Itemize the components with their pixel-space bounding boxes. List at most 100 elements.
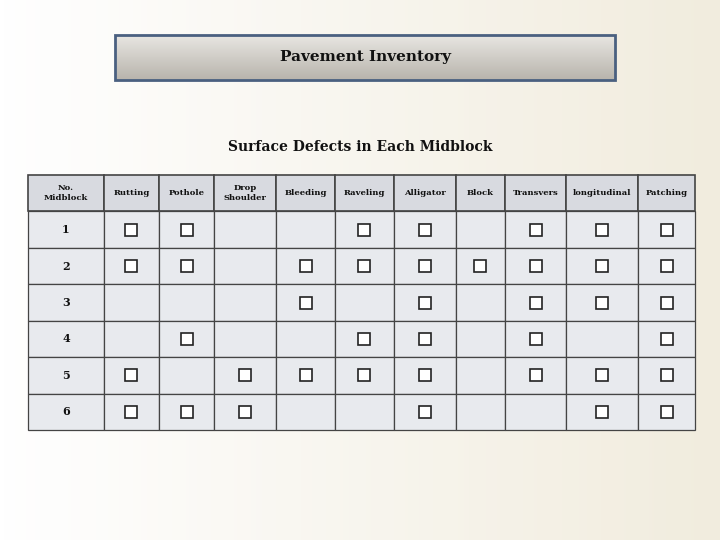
Bar bbox=[104, 212, 159, 248]
Bar bbox=[159, 212, 215, 248]
Text: Bleeding: Bleeding bbox=[284, 189, 327, 197]
Bar bbox=[566, 212, 639, 248]
Bar bbox=[639, 175, 695, 212]
Bar bbox=[159, 284, 215, 321]
Bar bbox=[661, 224, 672, 235]
Bar bbox=[456, 357, 505, 394]
Text: 4: 4 bbox=[62, 333, 70, 345]
Text: 1: 1 bbox=[62, 224, 70, 235]
Bar bbox=[28, 284, 104, 321]
Bar bbox=[661, 260, 672, 272]
Bar bbox=[28, 175, 104, 212]
Bar bbox=[418, 369, 431, 381]
Bar bbox=[159, 175, 215, 212]
Bar bbox=[456, 248, 505, 284]
Bar bbox=[639, 357, 695, 394]
Text: 5: 5 bbox=[62, 370, 70, 381]
Bar bbox=[505, 284, 566, 321]
Bar bbox=[530, 369, 541, 381]
Bar bbox=[661, 406, 672, 418]
Bar bbox=[394, 394, 456, 430]
Bar bbox=[596, 406, 608, 418]
Bar bbox=[566, 284, 639, 321]
Bar bbox=[300, 260, 312, 272]
Bar bbox=[215, 284, 276, 321]
Bar bbox=[28, 248, 104, 284]
Bar bbox=[181, 406, 193, 418]
Bar bbox=[276, 321, 335, 357]
Bar bbox=[104, 175, 159, 212]
Bar bbox=[566, 321, 639, 357]
Text: Surface Defects in Each Midblock: Surface Defects in Each Midblock bbox=[228, 140, 492, 154]
Bar bbox=[359, 333, 370, 345]
Bar bbox=[661, 333, 672, 345]
Bar bbox=[181, 260, 193, 272]
Bar bbox=[159, 357, 215, 394]
Bar bbox=[359, 224, 370, 235]
Bar bbox=[566, 394, 639, 430]
Text: longitudinal: longitudinal bbox=[573, 189, 631, 197]
Bar bbox=[215, 357, 276, 394]
Bar bbox=[125, 369, 138, 381]
Bar bbox=[596, 296, 608, 308]
Text: Alligator: Alligator bbox=[404, 189, 446, 197]
Bar bbox=[300, 369, 312, 381]
Bar bbox=[28, 357, 104, 394]
Bar bbox=[418, 224, 431, 235]
Bar bbox=[661, 369, 672, 381]
Bar bbox=[115, 35, 615, 80]
Bar bbox=[456, 321, 505, 357]
Bar bbox=[474, 260, 487, 272]
Text: Drop
Shoulder: Drop Shoulder bbox=[224, 184, 266, 202]
Bar bbox=[335, 394, 394, 430]
Bar bbox=[505, 175, 566, 212]
Bar bbox=[418, 406, 431, 418]
Bar bbox=[104, 394, 159, 430]
Bar bbox=[215, 212, 276, 248]
Bar bbox=[394, 321, 456, 357]
Bar bbox=[639, 284, 695, 321]
Bar bbox=[335, 321, 394, 357]
Bar bbox=[215, 321, 276, 357]
Bar bbox=[335, 284, 394, 321]
Bar bbox=[639, 394, 695, 430]
Bar bbox=[28, 394, 104, 430]
Bar bbox=[505, 357, 566, 394]
Bar bbox=[125, 260, 138, 272]
Bar bbox=[335, 212, 394, 248]
Text: 6: 6 bbox=[62, 406, 70, 417]
Text: Pothole: Pothole bbox=[168, 189, 204, 197]
Bar bbox=[566, 175, 639, 212]
Bar bbox=[418, 296, 431, 308]
Bar bbox=[335, 175, 394, 212]
Bar bbox=[596, 224, 608, 235]
Bar bbox=[159, 394, 215, 430]
Bar bbox=[530, 224, 541, 235]
Text: 2: 2 bbox=[62, 261, 70, 272]
Bar bbox=[394, 284, 456, 321]
Bar bbox=[276, 212, 335, 248]
Text: No.
Midblock: No. Midblock bbox=[44, 184, 88, 202]
Bar bbox=[456, 212, 505, 248]
Text: Patching: Patching bbox=[646, 189, 688, 197]
Bar bbox=[239, 406, 251, 418]
Bar bbox=[181, 224, 193, 235]
Bar bbox=[276, 357, 335, 394]
Bar bbox=[300, 296, 312, 308]
Bar bbox=[394, 357, 456, 394]
Text: Rutting: Rutting bbox=[113, 189, 150, 197]
Bar bbox=[530, 333, 541, 345]
Bar bbox=[28, 321, 104, 357]
Bar bbox=[394, 175, 456, 212]
Bar bbox=[239, 369, 251, 381]
Bar bbox=[596, 369, 608, 381]
Bar bbox=[159, 321, 215, 357]
Bar bbox=[394, 212, 456, 248]
Bar bbox=[639, 321, 695, 357]
Bar bbox=[505, 321, 566, 357]
Bar bbox=[104, 321, 159, 357]
Bar bbox=[566, 248, 639, 284]
Bar bbox=[104, 284, 159, 321]
Bar bbox=[104, 248, 159, 284]
Bar bbox=[505, 394, 566, 430]
